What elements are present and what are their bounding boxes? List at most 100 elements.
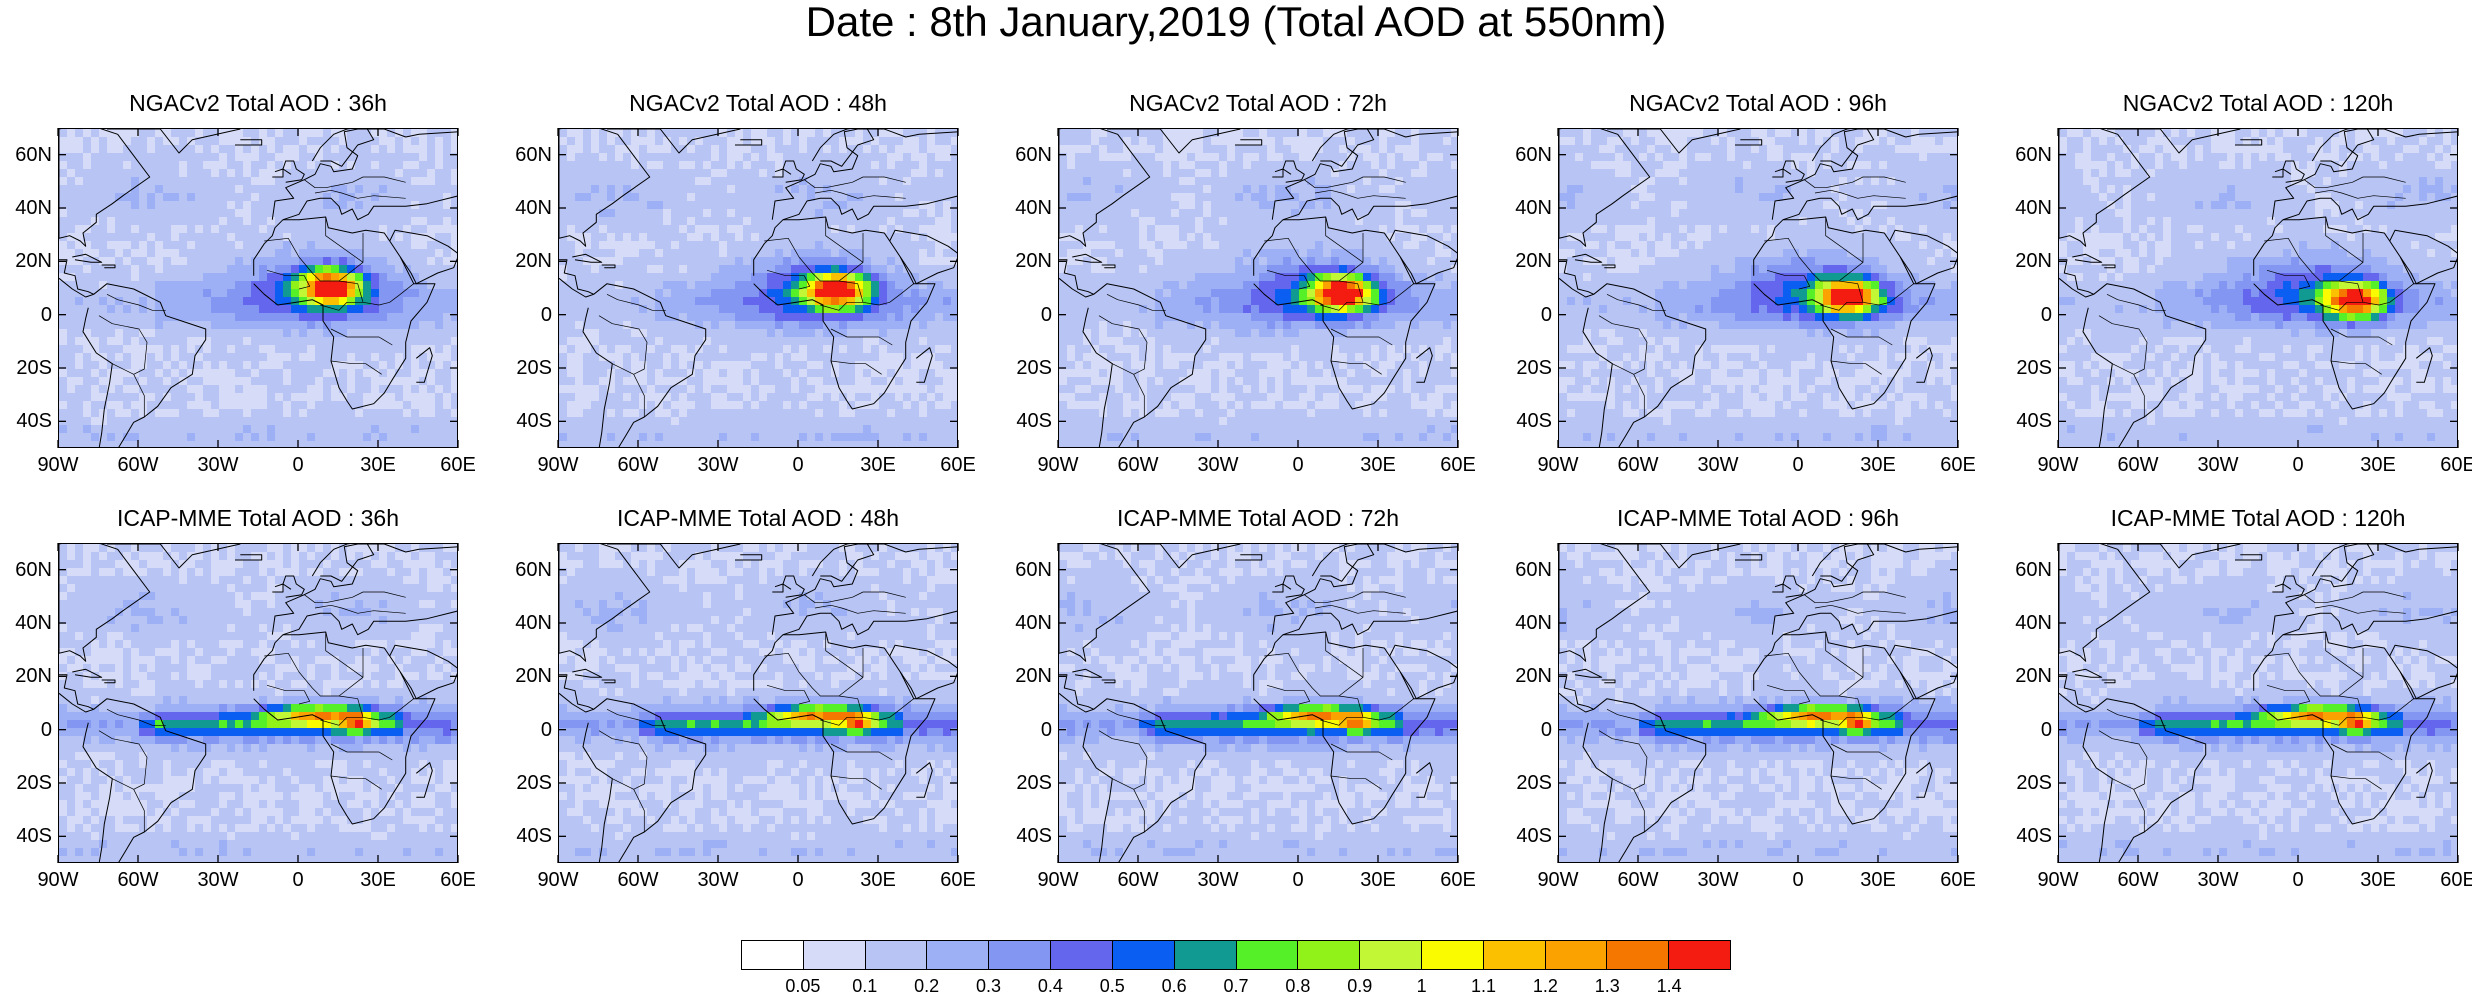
lat-tick-label: 40N	[1000, 613, 1052, 633]
panel-title: NGACv2 Total AOD : 72h	[1058, 90, 1458, 116]
map-frame	[58, 128, 458, 448]
lon-tick-label: 30E	[1843, 455, 1913, 475]
lon-tick-label: 60W	[103, 455, 173, 475]
lon-tick-label: 0	[1263, 870, 1333, 890]
colorbar-swatch	[866, 941, 928, 969]
lon-tick-label: 0	[1263, 455, 1333, 475]
map-frame	[2058, 543, 2458, 863]
lat-tick-label: 20S	[500, 358, 552, 378]
lon-tick-label: 30E	[1843, 870, 1913, 890]
lat-tick-label: 40S	[1500, 411, 1552, 431]
colorbar-label: 0.05	[773, 977, 833, 995]
lat-tick-label: 0	[2000, 305, 2052, 325]
map-frame	[2058, 128, 2458, 448]
colorbar-swatch	[1422, 941, 1484, 969]
lon-tick-label: 60E	[1923, 455, 1993, 475]
colorbar-swatch	[1484, 941, 1546, 969]
lon-tick-label: 60W	[603, 455, 673, 475]
colorbar-swatch	[1175, 941, 1237, 969]
lon-tick-label: 30W	[1683, 870, 1753, 890]
lon-tick-label: 60E	[423, 870, 493, 890]
lon-tick-label: 60W	[603, 870, 673, 890]
aod-map	[1059, 544, 1458, 863]
lon-tick-label: 30E	[343, 870, 413, 890]
panel-title: ICAP-MME Total AOD : 96h	[1558, 505, 1958, 531]
lat-tick-label: 40S	[1000, 826, 1052, 846]
lon-tick-label: 60E	[1423, 455, 1493, 475]
colorbar-swatch	[1298, 941, 1360, 969]
lon-tick-label: 60E	[2423, 455, 2472, 475]
colorbar-swatch	[742, 941, 804, 969]
lat-tick-label: 0	[1000, 305, 1052, 325]
panel-title: NGACv2 Total AOD : 120h	[2058, 90, 2458, 116]
lat-tick-label: 40S	[2000, 411, 2052, 431]
lon-tick-label: 30W	[1183, 455, 1253, 475]
colorbar-swatch	[1051, 941, 1113, 969]
aod-map	[559, 544, 958, 863]
lat-tick-label: 0	[0, 720, 52, 740]
colorbar-swatch	[1546, 941, 1608, 969]
colorbar-label: 0.7	[1206, 977, 1266, 995]
lat-tick-label: 40N	[2000, 198, 2052, 218]
lon-tick-label: 30E	[843, 870, 913, 890]
aod-map	[59, 544, 458, 863]
lon-tick-label: 0	[2263, 870, 2333, 890]
lon-tick-label: 90W	[23, 455, 93, 475]
lon-tick-label: 30W	[2183, 870, 2253, 890]
map-frame	[558, 128, 958, 448]
lon-tick-label: 90W	[523, 870, 593, 890]
colorbar-label: 1.3	[1577, 977, 1637, 995]
lat-tick-label: 60N	[1500, 560, 1552, 580]
colorbar-label: 1.1	[1454, 977, 1514, 995]
map-frame	[1058, 543, 1458, 863]
lat-tick-label: 40S	[0, 826, 52, 846]
lon-tick-label: 60W	[2103, 870, 2173, 890]
lat-tick-label: 20N	[1000, 666, 1052, 686]
lon-tick-label: 90W	[1523, 870, 1593, 890]
lon-tick-label: 90W	[2023, 455, 2093, 475]
colorbar-label: 0.8	[1268, 977, 1328, 995]
colorbar-swatch	[1360, 941, 1422, 969]
lon-tick-label: 60E	[2423, 870, 2472, 890]
lat-tick-label: 20N	[500, 251, 552, 271]
aod-map	[2059, 129, 2458, 448]
lat-tick-label: 40S	[1500, 826, 1552, 846]
lat-tick-label: 40N	[1500, 198, 1552, 218]
panel-title: ICAP-MME Total AOD : 120h	[2058, 505, 2458, 531]
map-frame	[558, 543, 958, 863]
colorbar-swatch	[1607, 941, 1669, 969]
lon-tick-label: 30E	[843, 455, 913, 475]
colorbar-label: 0.6	[1144, 977, 1204, 995]
lat-tick-label: 40S	[500, 411, 552, 431]
colorbar-label: 1.4	[1639, 977, 1699, 995]
lat-tick-label: 20S	[1500, 358, 1552, 378]
lon-tick-label: 30W	[683, 455, 753, 475]
lat-tick-label: 0	[500, 720, 552, 740]
lon-tick-label: 60E	[923, 870, 993, 890]
lat-tick-label: 20N	[2000, 666, 2052, 686]
lat-tick-label: 40N	[1000, 198, 1052, 218]
lon-tick-label: 30W	[2183, 455, 2253, 475]
colorbar-swatch	[989, 941, 1051, 969]
lon-tick-label: 90W	[523, 455, 593, 475]
lon-tick-label: 60W	[103, 870, 173, 890]
lat-tick-label: 60N	[0, 145, 52, 165]
lat-tick-label: 0	[1500, 305, 1552, 325]
map-frame	[1558, 128, 1958, 448]
map-frame	[1558, 543, 1958, 863]
lon-tick-label: 30W	[1183, 870, 1253, 890]
colorbar-label: 0.4	[1020, 977, 1080, 995]
lon-tick-label: 0	[263, 455, 333, 475]
panel-title: NGACv2 Total AOD : 48h	[558, 90, 958, 116]
lat-tick-label: 0	[500, 305, 552, 325]
lat-tick-label: 40S	[500, 826, 552, 846]
colorbar-swatch	[804, 941, 866, 969]
colorbar-label: 0.5	[1082, 977, 1142, 995]
lat-tick-label: 20N	[1500, 666, 1552, 686]
colorbar-swatch	[1237, 941, 1299, 969]
lat-tick-label: 20N	[500, 666, 552, 686]
